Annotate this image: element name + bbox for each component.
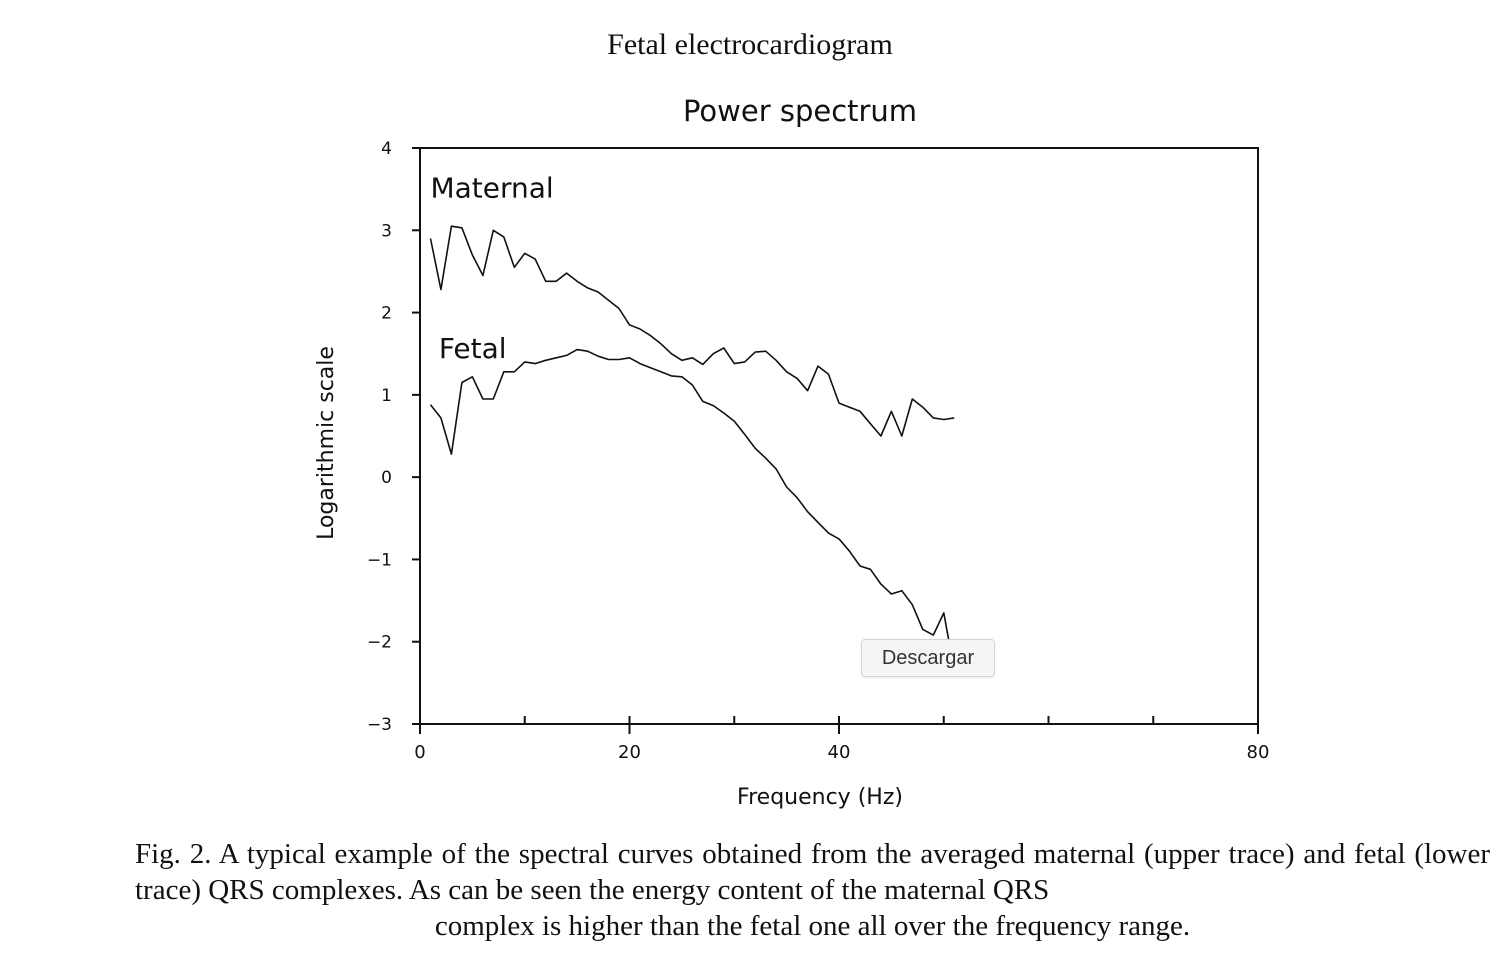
x-tick-label: 40: [828, 742, 851, 763]
y-tick-label: 2: [381, 304, 392, 324]
y-tick-label: −1: [367, 550, 392, 570]
plot-frame: [419, 147, 1259, 725]
annotation-maternal: Maternal: [430, 171, 553, 204]
caption-line-1: Fig. 2. A typical example of the spectra…: [135, 838, 1295, 870]
y-tick-label: −2: [367, 633, 392, 653]
x-axis-label: Frequency (Hz): [737, 785, 903, 810]
x-tick-label: 20: [618, 742, 641, 763]
caption-line-2: and fetal (lower trace) QRS complexes. A…: [135, 838, 1491, 906]
y-tick-label: 1: [381, 386, 392, 406]
y-tick-label: 4: [381, 139, 392, 159]
chart-title: Power spectrum: [683, 94, 917, 128]
annotation-layer: Maternal Fetal: [430, 171, 553, 364]
series-layer: [429, 225, 955, 671]
power-spectrum-chart: Power spectrum 4 3 2 1 0 −1 −2 −3 0 20 40 80 Mater…: [314, 94, 1269, 810]
annotation-fetal: Fetal: [439, 332, 507, 365]
series-line-maternal: [429, 225, 955, 437]
x-tick-label: 0: [414, 742, 425, 763]
y-tick-label: 0: [381, 468, 392, 488]
page-title: Fetal electrocardiogram: [607, 28, 893, 61]
y-axis-label: Logarithmic scale: [314, 346, 339, 540]
caption-line-3: complex is higher than the fetal one all…: [434, 910, 1191, 942]
x-tick-label: 80: [1247, 742, 1270, 763]
y-axis: 4 3 2 1 0 −1 −2 −3: [367, 139, 420, 735]
figure-caption: Fig. 2. A typical example of the spectra…: [135, 836, 1490, 944]
x-axis: 0 20 40 80: [414, 716, 1269, 763]
y-tick-label: 3: [381, 221, 392, 241]
y-tick-label: −3: [367, 715, 392, 735]
download-button[interactable]: Descargar: [861, 639, 995, 677]
series-line-fetal: [429, 348, 955, 671]
